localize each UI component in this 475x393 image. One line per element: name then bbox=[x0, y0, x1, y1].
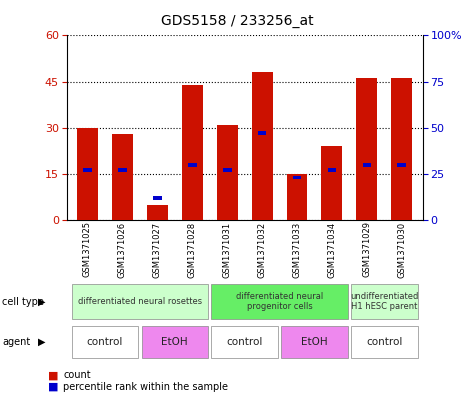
Bar bbox=[217, 125, 238, 220]
Bar bbox=[322, 146, 342, 220]
Text: ■: ■ bbox=[48, 370, 58, 380]
Text: ▶: ▶ bbox=[38, 297, 46, 307]
Bar bbox=[77, 128, 98, 220]
Text: differentiated neural rosettes: differentiated neural rosettes bbox=[78, 297, 202, 306]
Bar bbox=[142, 326, 208, 358]
Text: EtOH: EtOH bbox=[301, 337, 328, 347]
Bar bbox=[118, 168, 127, 172]
Bar bbox=[293, 176, 301, 180]
Bar bbox=[112, 134, 133, 220]
Bar bbox=[362, 163, 371, 167]
Text: control: control bbox=[366, 337, 402, 347]
Bar bbox=[211, 326, 278, 358]
Bar bbox=[356, 79, 377, 220]
Text: ■: ■ bbox=[48, 382, 58, 392]
Bar bbox=[398, 163, 406, 167]
Text: cell type: cell type bbox=[2, 297, 44, 307]
Bar bbox=[211, 285, 348, 319]
Bar bbox=[83, 168, 92, 172]
Text: EtOH: EtOH bbox=[162, 337, 188, 347]
Bar bbox=[153, 196, 162, 200]
Text: count: count bbox=[63, 370, 91, 380]
Bar bbox=[147, 205, 168, 220]
Bar bbox=[72, 326, 138, 358]
Text: differentiated neural
progenitor cells: differentiated neural progenitor cells bbox=[236, 292, 323, 311]
Text: control: control bbox=[87, 337, 123, 347]
Bar bbox=[182, 84, 203, 220]
Bar bbox=[188, 163, 197, 167]
Bar bbox=[391, 79, 412, 220]
Bar bbox=[281, 326, 348, 358]
Bar bbox=[286, 174, 307, 220]
Bar bbox=[72, 285, 208, 319]
Bar bbox=[258, 131, 266, 135]
Text: percentile rank within the sample: percentile rank within the sample bbox=[63, 382, 228, 392]
Bar bbox=[328, 168, 336, 172]
Bar bbox=[351, 326, 418, 358]
Text: control: control bbox=[227, 337, 263, 347]
Text: undifferentiated
H1 hESC parent: undifferentiated H1 hESC parent bbox=[350, 292, 418, 311]
Text: GDS5158 / 233256_at: GDS5158 / 233256_at bbox=[161, 14, 314, 28]
Text: agent: agent bbox=[2, 337, 30, 347]
Bar bbox=[351, 285, 418, 319]
Bar bbox=[223, 168, 231, 172]
Bar bbox=[252, 72, 273, 220]
Text: ▶: ▶ bbox=[38, 337, 46, 347]
